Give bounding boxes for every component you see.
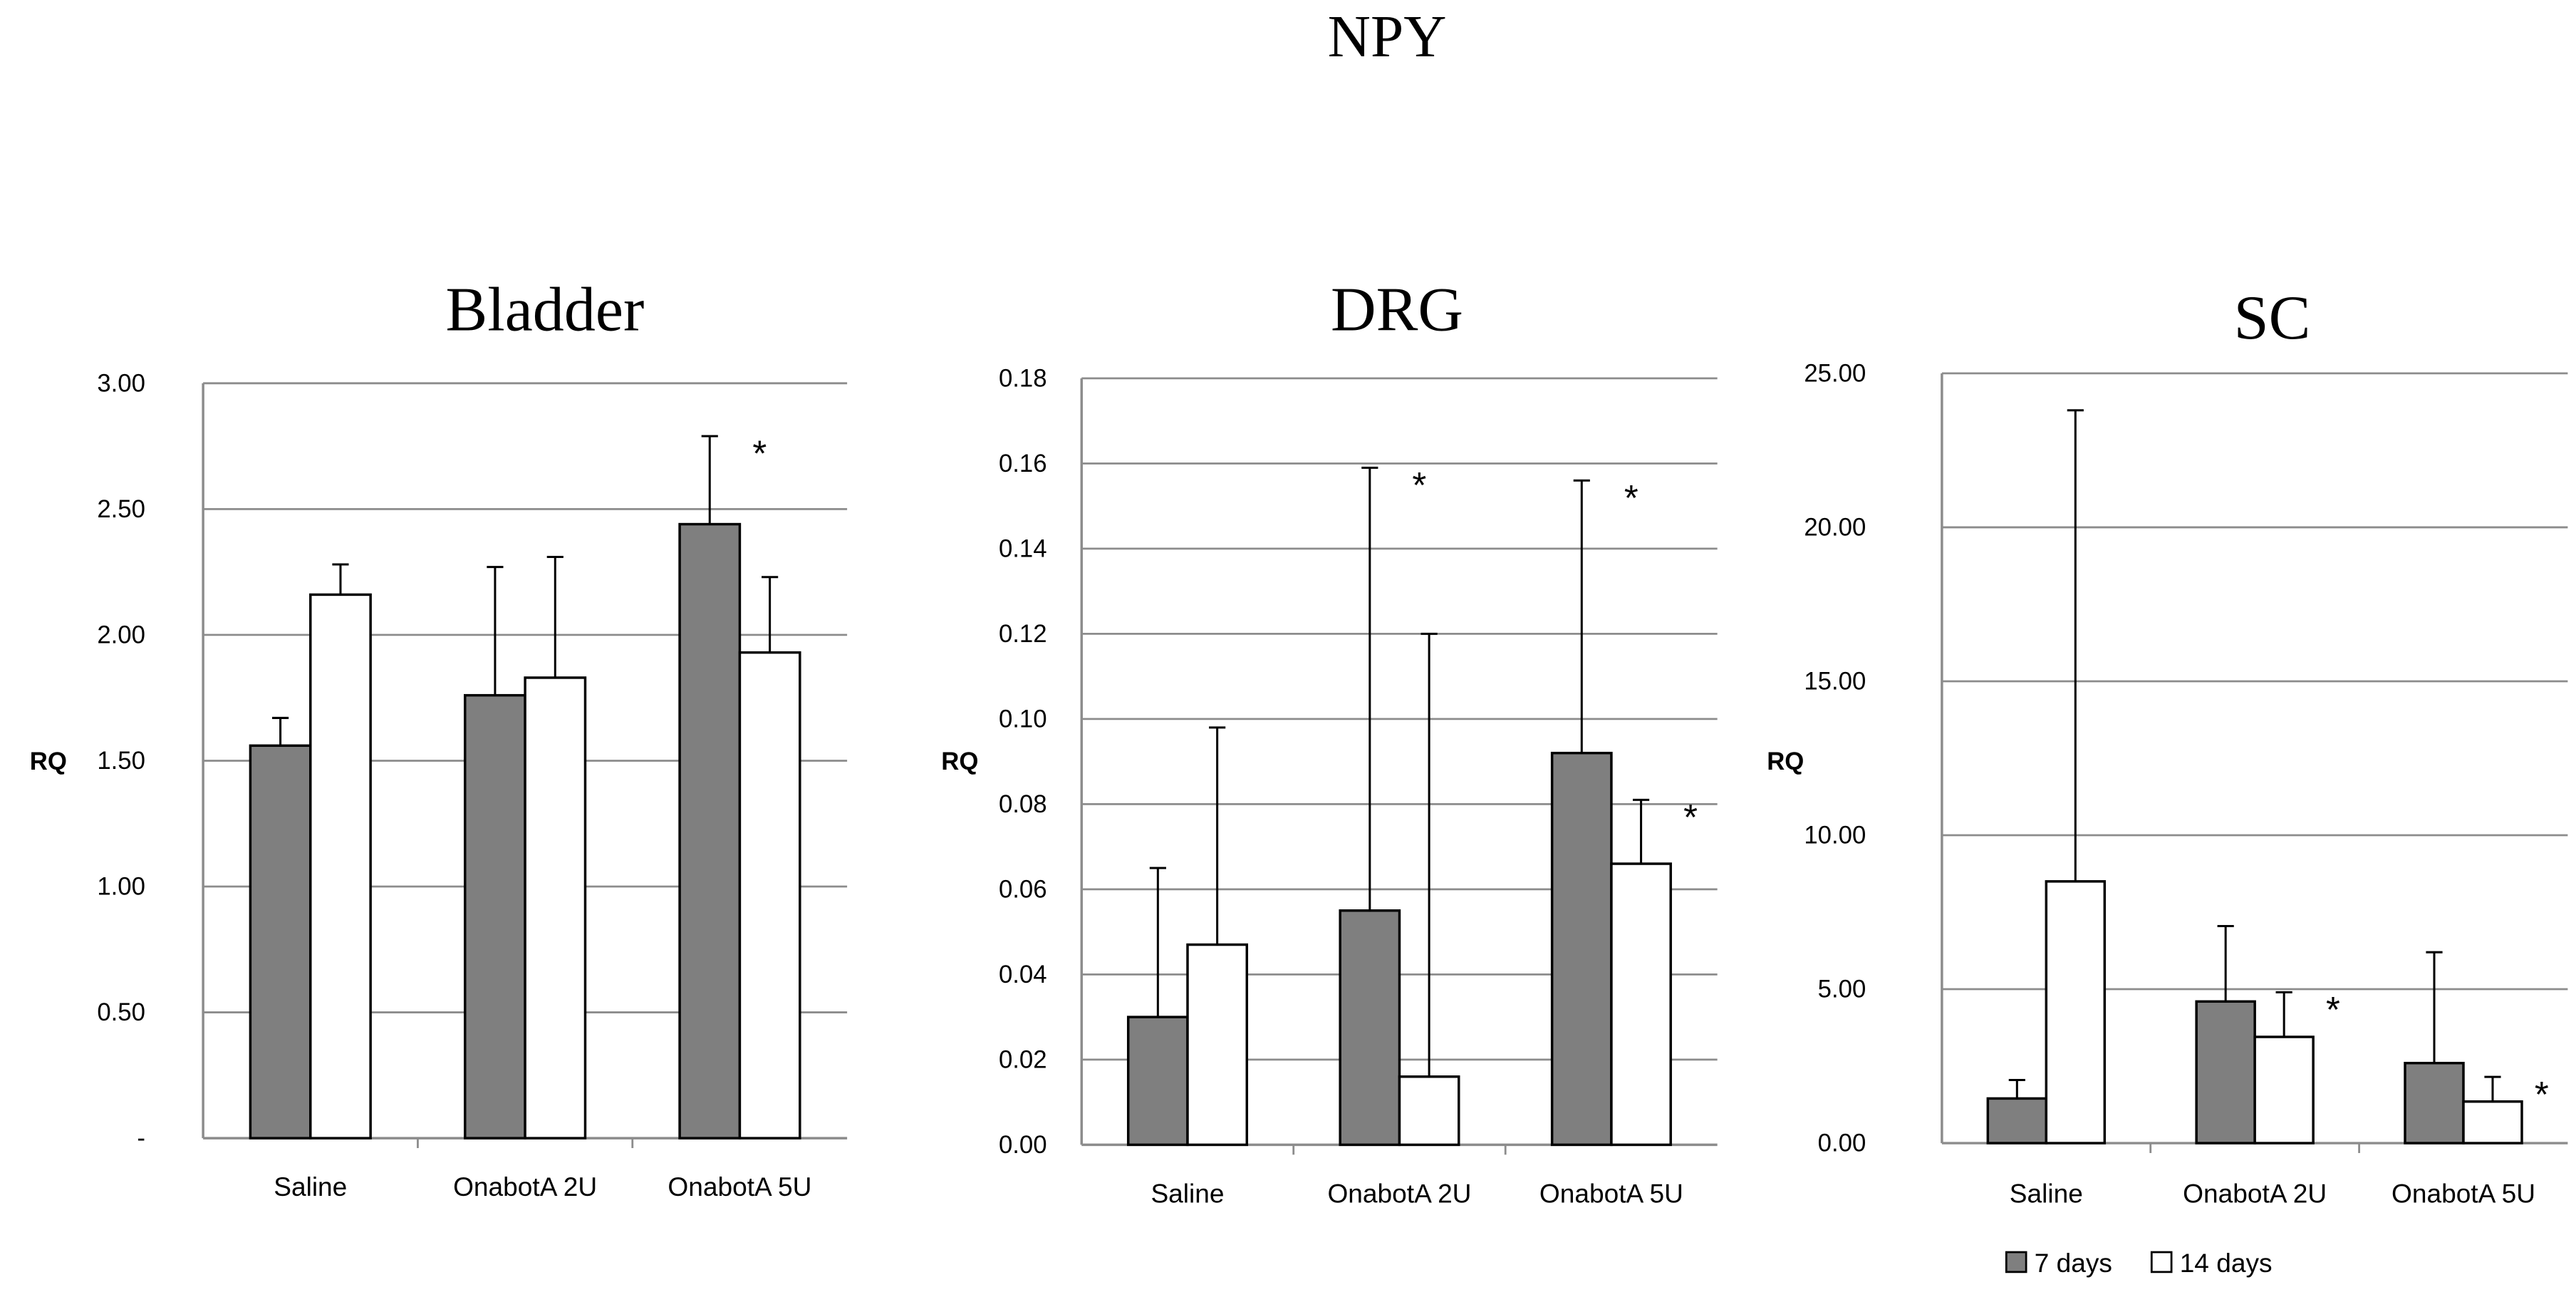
- y-tick-label: 0.02: [999, 1046, 1047, 1073]
- bar-14-days-onabota-5u: [738, 651, 801, 1140]
- bar-7-days-onabota-2u: [2195, 1000, 2256, 1145]
- y-tick-label: 0.00: [999, 1132, 1047, 1159]
- bar-7-days-onabota-5u: [2404, 1061, 2465, 1145]
- y-tick-label: 10.00: [1804, 822, 1866, 849]
- legend-label-7-days: 7 days: [2035, 1248, 2112, 1278]
- bar-7-days-onabota-2u: [463, 693, 526, 1140]
- figure-title: NPY: [1328, 4, 1447, 70]
- significance-star: *: [1683, 797, 1698, 837]
- y-tick-label: 1.00: [97, 874, 145, 901]
- y-tick-label: 2.00: [97, 622, 145, 649]
- category-label-onabota-5u: OnabotA 5U: [1539, 1179, 1683, 1209]
- bar-7-days-onabota-5u: [678, 522, 742, 1140]
- bar-14-days-onabota-2u: [2253, 1035, 2315, 1145]
- y-tick-label: 5.00: [1818, 976, 1866, 1003]
- y-tick-label: 0.10: [999, 706, 1047, 733]
- y-tick-label: 0.12: [999, 621, 1047, 648]
- y-tick-label: 0.50: [97, 999, 145, 1026]
- chart-bladder: Bladder - 0.50 1.00 1.50 2.00 2.50 3.00 RQ Saline…: [30, 276, 848, 1202]
- chart-sc: SC 0.00 5.00 10.00 15.00 20.00 25.00 RQ Saline On…: [1767, 284, 2568, 1209]
- bar-14-days-onabota-5u: [1610, 862, 1672, 1147]
- y-tick-label: 0.18: [999, 365, 1047, 392]
- bar-7-days-saline: [1126, 1016, 1189, 1147]
- bar-14-days-onabota-2u: [1398, 1075, 1460, 1147]
- category-label-onabota-5u: OnabotA 5U: [2391, 1179, 2535, 1209]
- legend-swatch-7-days: [2005, 1251, 2027, 1273]
- chart-title: Bladder: [446, 276, 645, 345]
- y-axis-label: RQ: [941, 748, 978, 775]
- y-tick-label: 0.14: [999, 535, 1047, 562]
- y-tick-label: 2.50: [97, 496, 145, 523]
- bar-14-days-saline: [309, 593, 372, 1140]
- category-label-onabota-2u: OnabotA 2U: [453, 1172, 597, 1202]
- category-label-saline: Saline: [274, 1172, 347, 1202]
- bar-14-days-onabota-5u: [2462, 1100, 2523, 1145]
- bar-7-days-onabota-5u: [1550, 751, 1613, 1147]
- y-tick-label: 25.00: [1804, 360, 1866, 387]
- y-tick-label: 0.00: [1818, 1130, 1866, 1157]
- bar-14-days-saline: [1186, 943, 1249, 1147]
- category-label-saline: Saline: [1151, 1179, 1224, 1209]
- chart-title: SC: [2234, 284, 2311, 353]
- y-tick-label: 1.50: [97, 748, 145, 775]
- bar-14-days-onabota-2u: [524, 676, 587, 1140]
- legend-label-14-days: 14 days: [2180, 1248, 2273, 1278]
- chart-title: DRG: [1331, 276, 1463, 345]
- category-label-onabota-2u: OnabotA 2U: [2183, 1179, 2327, 1209]
- y-tick-label: 0.16: [999, 450, 1047, 477]
- y-tick-label: 3.00: [97, 370, 145, 397]
- significance-star: *: [1412, 465, 1426, 505]
- y-axis-label: RQ: [30, 748, 67, 775]
- category-label-saline: Saline: [2010, 1179, 2083, 1209]
- significance-star: *: [2326, 989, 2340, 1030]
- y-tick-label: 0.06: [999, 876, 1047, 903]
- y-axis-label: RQ: [1767, 748, 1804, 775]
- category-label-onabota-5u: OnabotA 5U: [668, 1172, 811, 1202]
- y-tick-label: -: [137, 1125, 145, 1152]
- significance-star: *: [1624, 477, 1638, 518]
- y-tick-label: 0.08: [999, 791, 1047, 818]
- y-tick-label: 0.04: [999, 961, 1047, 988]
- chart-drg: DRG 0.00 0.02 0.04 0.06 0.08 0.10 0.12 0.14 0.16 0…: [941, 276, 1718, 1209]
- y-tick-label: 20.00: [1804, 515, 1866, 542]
- legend: 7 days 14 days: [2005, 1248, 2273, 1278]
- category-label-onabota-2u: OnabotA 2U: [1327, 1179, 1471, 1209]
- bar-7-days-saline: [1986, 1097, 2048, 1145]
- significance-star: *: [752, 433, 767, 474]
- significance-star: *: [2535, 1074, 2549, 1115]
- y-tick-label: 15.00: [1804, 668, 1866, 696]
- legend-swatch-14-days: [2150, 1251, 2173, 1273]
- bar-7-days-saline: [249, 744, 312, 1140]
- bar-14-days-saline: [2045, 880, 2107, 1145]
- bar-7-days-onabota-2u: [1339, 909, 1401, 1147]
- charts-layer: Bladder - 0.50 1.00 1.50 2.00 2.50 3.00 RQ Saline…: [30, 276, 2568, 1209]
